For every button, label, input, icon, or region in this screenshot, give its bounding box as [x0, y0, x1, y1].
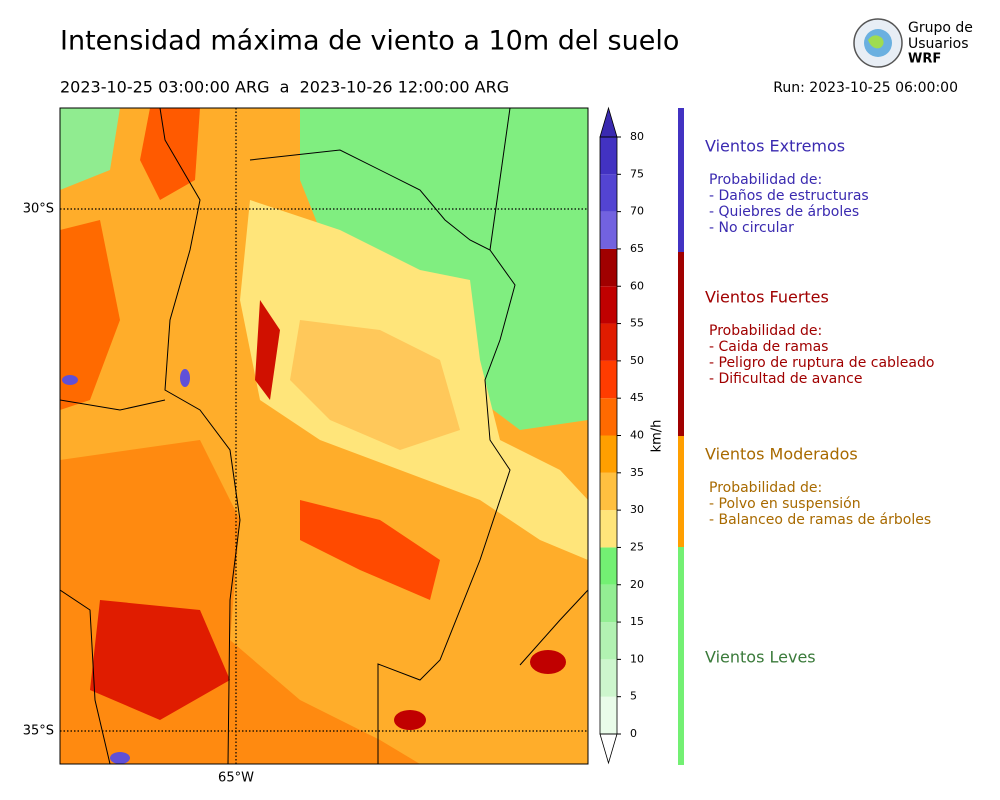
colorbar-tick-label: 0 — [630, 727, 637, 740]
colorbar: 0 5 10 15 20 25 30 35 40 45 50 55 60 65 70 75 80 — [599, 106, 644, 765]
wind-area-strong — [530, 650, 566, 674]
colorbar-under — [599, 733, 618, 765]
legend-line: - Peligro de ruptura de cableado — [709, 355, 934, 371]
colorbar-tick-label: 20 — [630, 578, 644, 591]
legend-line: Probabilidad de: — [709, 480, 822, 496]
colorbar-tick-label: 25 — [630, 540, 644, 553]
wind-area-strong — [300, 500, 440, 600]
colorbar-segment — [600, 211, 617, 249]
border — [60, 589, 111, 764]
colorbar-segment — [600, 174, 617, 212]
colorbar-tick-label: 30 — [630, 503, 644, 516]
logo-land — [868, 35, 884, 49]
logo-text: Grupo de — [908, 20, 973, 36]
colorbar-segment — [600, 435, 617, 473]
legend-bar — [678, 252, 684, 436]
wind-area-strong — [255, 300, 280, 400]
colorbar-segment — [600, 547, 617, 585]
wind-area-moderate — [290, 320, 460, 450]
legend-line: - Balanceo de ramas de árboles — [709, 512, 931, 528]
colorbar-tick-label: 55 — [630, 317, 644, 330]
legend-line: - Daños de estructuras — [709, 188, 869, 204]
map-frame — [59, 107, 589, 765]
colorbar-segment — [600, 696, 617, 734]
colorbar-segment — [600, 622, 617, 660]
colorbar-tick-label: 15 — [630, 615, 644, 628]
wind-area-strong — [140, 108, 200, 200]
colorbar-segment — [600, 510, 617, 548]
border — [60, 399, 166, 411]
logo-text: WRF — [908, 52, 941, 67]
lat-label: 35°S — [23, 724, 54, 739]
colorbar-segment — [600, 286, 617, 324]
wind-area-light — [300, 108, 588, 430]
legend-line: - Dificultad de avance — [709, 371, 862, 387]
colorbar-tick-label: 65 — [630, 242, 644, 255]
colorbar-over — [599, 106, 618, 138]
legend-bar — [678, 436, 684, 547]
border — [249, 149, 516, 764]
logo: Grupo de Usuarios WRF — [853, 18, 973, 68]
colorbar-segment — [600, 137, 617, 175]
colorbar-segment — [600, 323, 617, 361]
colorbar-tick-label: 75 — [630, 167, 644, 180]
legend-line: - Quiebres de árboles — [709, 204, 859, 220]
run: Run: 2023-10-25 06:00:00 — [773, 80, 958, 96]
colorbar-tick-label: 80 — [630, 130, 644, 143]
legend-title: Vientos Extremos — [705, 137, 845, 156]
wind-area-strong — [60, 220, 120, 410]
legend-line: - No circular — [709, 220, 794, 236]
lat-label: 30°S — [23, 202, 54, 217]
colorbar-segment — [600, 398, 617, 436]
colorbar-tick-label: 45 — [630, 391, 644, 404]
colorbar-label: km/h — [650, 420, 665, 453]
colorbar-tick-label: 35 — [630, 466, 644, 479]
colorbar-segment — [600, 248, 617, 287]
legend-bar — [678, 547, 684, 765]
colorbar-tick-label: 40 — [630, 429, 644, 442]
wind-area-extreme — [62, 375, 78, 385]
border — [489, 108, 511, 251]
legend-title: Vientos Fuertes — [705, 288, 829, 307]
colorbar-segment — [600, 584, 617, 623]
border — [519, 589, 588, 666]
borders — [60, 108, 588, 764]
logo-text: Usuarios — [908, 36, 969, 52]
legend-line: Probabilidad de: — [709, 172, 822, 188]
map — [60, 108, 588, 764]
period: 2023-10-25 03:00:00 ARG a 2023-10-26 12:… — [60, 78, 509, 97]
graticule — [60, 108, 588, 764]
colorbar-segment — [600, 472, 617, 511]
colorbar-tick-label: 5 — [630, 690, 637, 703]
colorbar-segment — [600, 360, 617, 399]
legend-line: Probabilidad de: — [709, 323, 822, 339]
lon-label: 65°W — [218, 771, 254, 786]
colorbar-tick-label: 50 — [630, 354, 644, 367]
wind-area-light — [60, 108, 120, 190]
wind-area-strong — [90, 600, 230, 720]
title: Intensidad máxima de viento a 10m del su… — [60, 26, 679, 57]
border — [159, 108, 241, 764]
wind-area-extreme — [110, 752, 130, 764]
legend-line: - Polvo en suspensión — [709, 496, 861, 512]
legend-title: Vientos Leves — [705, 648, 816, 667]
wind-area-extreme — [180, 369, 190, 387]
colorbar-tick-label: 70 — [630, 205, 644, 218]
colorbar-tick-label: 60 — [630, 279, 644, 292]
wind-area-strong — [394, 710, 426, 730]
legend-line: - Caida de ramas — [709, 339, 828, 355]
legend-title: Vientos Moderados — [705, 445, 858, 464]
colorbar-tick-label: 10 — [630, 652, 644, 665]
colorbar-segment — [600, 659, 617, 697]
legend-bar — [678, 108, 684, 252]
